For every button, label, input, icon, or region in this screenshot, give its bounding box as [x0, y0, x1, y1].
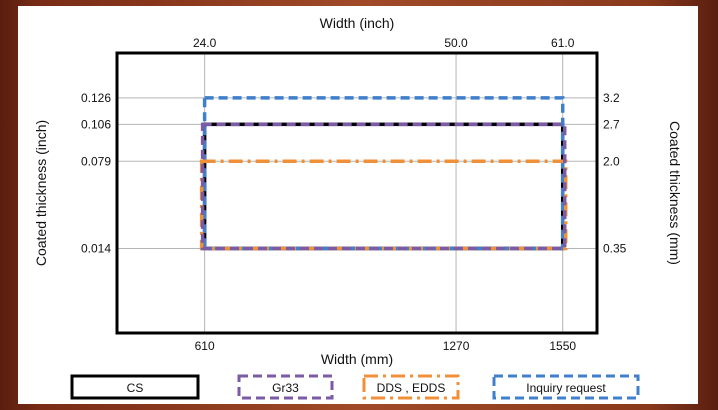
x-bottom-axis-title: Width (mm)	[321, 351, 393, 367]
y-right-axis-title: Coated thickness (mm)	[667, 121, 683, 265]
x-top-tick-1: 50.0	[444, 36, 468, 50]
legend-swatch-cs	[70, 374, 200, 400]
x-bottom-tick-1: 1270	[443, 339, 470, 353]
y-right-tick-0: 3.2	[603, 91, 620, 105]
y-right-tick-1: 2.7	[603, 117, 620, 131]
series-cs	[202, 122, 565, 251]
legend: CS Gr33 DDS , EDDS Inquiry request	[70, 374, 640, 400]
series-layer	[199, 96, 568, 251]
y-left-tick-3: 0.014	[81, 241, 111, 255]
tick-labels: 24.0 50.0 61.0 610 1270 1550 0.126 0.106 0.079 0.…	[81, 36, 627, 353]
legend-label-inquiry-request: Inquiry request	[526, 381, 606, 395]
legend-label-dds-edds: DDS , EDDS	[377, 381, 446, 395]
x-top-tick-0: 24.0	[193, 36, 217, 50]
x-bottom-tick-2: 1550	[549, 339, 576, 353]
y-right-tick-3: 0.35	[603, 241, 627, 255]
series-gr33	[200, 122, 567, 251]
plot-frame	[115, 51, 599, 335]
legend-label-gr33: Gr33	[272, 381, 299, 395]
chart-panel: 24.0 50.0 61.0 610 1270 1550 0.126 0.106 0.079 0.…	[18, 6, 698, 404]
y-left-tick-0: 0.126	[81, 91, 111, 105]
x-top-axis-title: Width (inch)	[320, 15, 395, 31]
y-left-tick-1: 0.106	[81, 117, 111, 131]
legend-label-cs: CS	[127, 381, 144, 395]
series-dds-edds	[199, 159, 568, 251]
legend-swatch-dds-edds	[362, 374, 460, 400]
x-bottom-tick-0: 610	[195, 339, 215, 353]
chart-svg: 24.0 50.0 61.0 610 1270 1550 0.126 0.106 0.079 0.…	[33, 15, 683, 400]
y-left-axis-title: Coated thickness (inch)	[33, 120, 49, 266]
x-top-tick-2: 61.0	[551, 36, 575, 50]
y-left-tick-2: 0.079	[81, 154, 111, 168]
y-right-tick-2: 2.0	[603, 154, 620, 168]
series-inquiry-request	[202, 96, 565, 251]
legend-swatch-inquiry-request	[492, 374, 640, 400]
gridlines	[117, 53, 597, 333]
legend-swatch-gr33	[237, 374, 334, 400]
